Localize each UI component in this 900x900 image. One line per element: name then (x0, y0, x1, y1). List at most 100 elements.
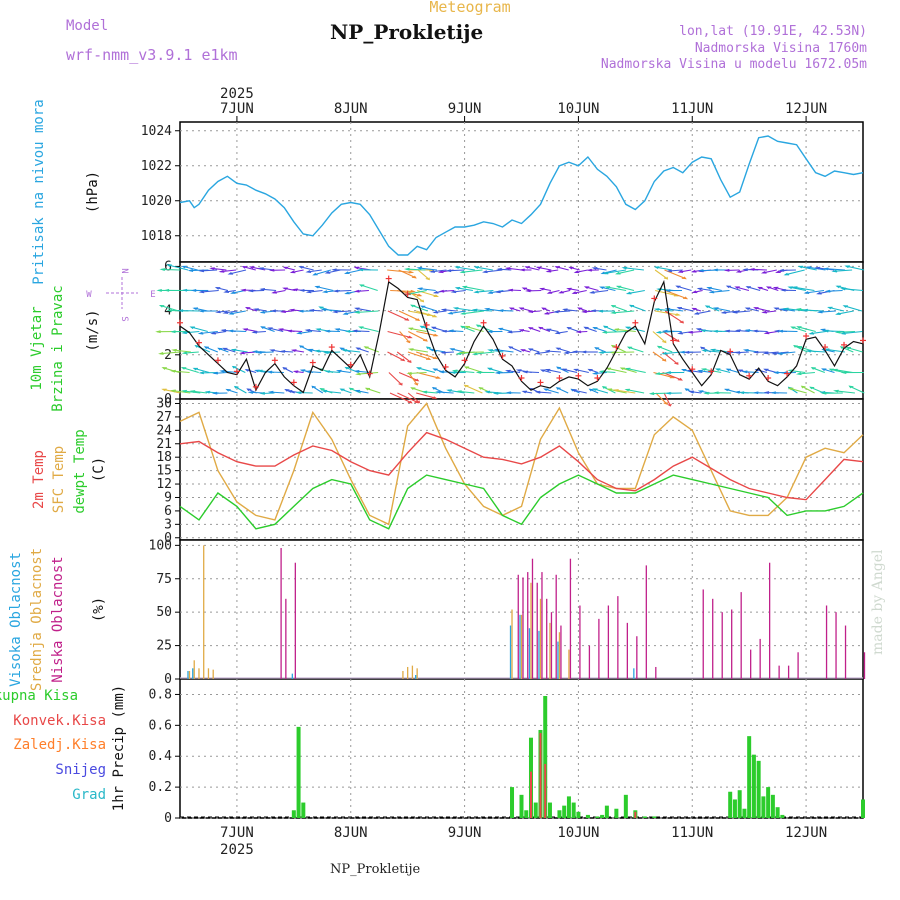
wind-arrow (200, 269, 218, 272)
wind-arrow-head (700, 368, 707, 371)
wind-arrow (388, 372, 403, 386)
wind-arrow-head (198, 309, 204, 313)
wind-arrow-head (545, 269, 552, 273)
wind-arrow (398, 269, 417, 279)
wind-arrow-head (577, 307, 583, 311)
wind-arrow-head (571, 389, 577, 393)
wind-arrow-head (599, 286, 605, 290)
wind-arrow (474, 289, 494, 293)
wind-arrow-head (609, 351, 616, 354)
wind-arrow (211, 330, 227, 335)
wind-arrow-head (782, 307, 789, 311)
wind-arrow (315, 350, 333, 353)
wind-arrow-head (712, 307, 719, 310)
wind-arrow-head (731, 310, 738, 314)
wind-arrow-head (505, 391, 512, 395)
bottom-day-label: 10JUN (557, 825, 599, 841)
wind-arrow-head (354, 307, 360, 311)
wind-arrow (418, 267, 438, 271)
wind-arrow-head (415, 400, 420, 404)
wind-arrow (606, 367, 627, 374)
precip-total-bar (557, 810, 562, 818)
wind-arrow (600, 370, 616, 374)
wind-arrow-head (282, 266, 289, 270)
wind-arrow (353, 330, 370, 333)
wind-arrow-head (344, 366, 350, 370)
wind-arrow-head (624, 367, 631, 371)
wind-arrow-head (203, 346, 210, 350)
wind-arrow (356, 347, 369, 353)
wind-arrow (409, 327, 427, 333)
wind-arrow-head (810, 367, 816, 370)
precip-total-bar (566, 796, 571, 818)
wind-arrow (240, 351, 256, 354)
wind-arrow-head (344, 329, 351, 333)
wind-arrow-head (463, 384, 469, 388)
wind-arrow-head (304, 370, 311, 374)
wind-arrow-head (420, 305, 426, 309)
precip-total-bar (510, 787, 515, 818)
wind-arrow (840, 346, 854, 353)
wind-arrow-head (407, 335, 413, 339)
wind-arrow-head (613, 328, 620, 332)
wind-arrow-head (222, 311, 229, 314)
wind-arrow-head (822, 267, 829, 271)
wind-arrow-head (527, 310, 534, 313)
wind-arrow (615, 328, 636, 333)
wind-arrow-head (701, 349, 707, 353)
wind-arrow-head (787, 286, 794, 290)
wind-arrow-head (494, 371, 501, 375)
wind-arrow-head (520, 349, 526, 352)
wind-arrow-head (704, 305, 711, 309)
wind-arrow-head (166, 264, 172, 268)
precip-total-bar (301, 802, 306, 818)
wind-arrow-head (312, 272, 318, 276)
wind-arrow-head (624, 326, 631, 330)
precip-unit: 1hr Precip (mm) (111, 685, 127, 811)
wind-arrow-head (772, 286, 779, 290)
wind-arrow-head (554, 331, 561, 335)
wind-arrow (343, 349, 361, 353)
wind-arrow (324, 351, 341, 354)
footer-station-label: NP_Prokletije (330, 862, 421, 877)
wind-arrow-head (259, 288, 265, 291)
wind-arrow-head (351, 329, 358, 333)
wind-arrow-head (816, 291, 822, 295)
wind-arrow (764, 368, 777, 374)
wind-arrow-head (305, 290, 312, 294)
wind-arrow-head (695, 328, 702, 331)
wind-arrow-head (621, 266, 628, 270)
wind-arrow-head (832, 368, 838, 372)
pressure-ytick-label: 1024 (141, 124, 172, 139)
wind-arrow-head (606, 388, 613, 392)
wind-arrow-head (824, 289, 831, 293)
wind-arrow (461, 269, 483, 273)
wind-arrow (797, 371, 815, 375)
wind-arrow (600, 286, 616, 292)
cloud-unit: (%) (91, 597, 107, 622)
wind-arrow-head (661, 358, 667, 362)
wind-arrow-head (487, 291, 493, 294)
wind-arrow-head (155, 330, 161, 334)
precip-total-bar (519, 794, 524, 818)
snow-label: Snijeg (55, 762, 106, 778)
wind-arrow-head (320, 308, 327, 312)
wind-arrow (828, 306, 845, 312)
wind-arrow (333, 310, 351, 313)
wind-arrow-head (482, 270, 488, 274)
wind-arrow-head (471, 352, 478, 356)
wind-arrow (546, 369, 561, 374)
temp-ytick-label: 6 (164, 504, 172, 519)
wind-arrow-head (714, 368, 721, 372)
wind-arrow (261, 288, 277, 292)
wind-arrow (593, 388, 609, 394)
wind-arrow (183, 330, 200, 334)
wind-arrow-head (215, 310, 221, 314)
wind-arrow-head (592, 326, 598, 330)
wind-arrow (224, 310, 238, 314)
cloud-ytick-label: 100 (149, 538, 172, 553)
wind-arrow-head (492, 391, 499, 395)
wind-arrow (268, 327, 284, 333)
temp-ytick-label: 9 (164, 490, 172, 505)
wind-arrow-head (555, 387, 561, 390)
